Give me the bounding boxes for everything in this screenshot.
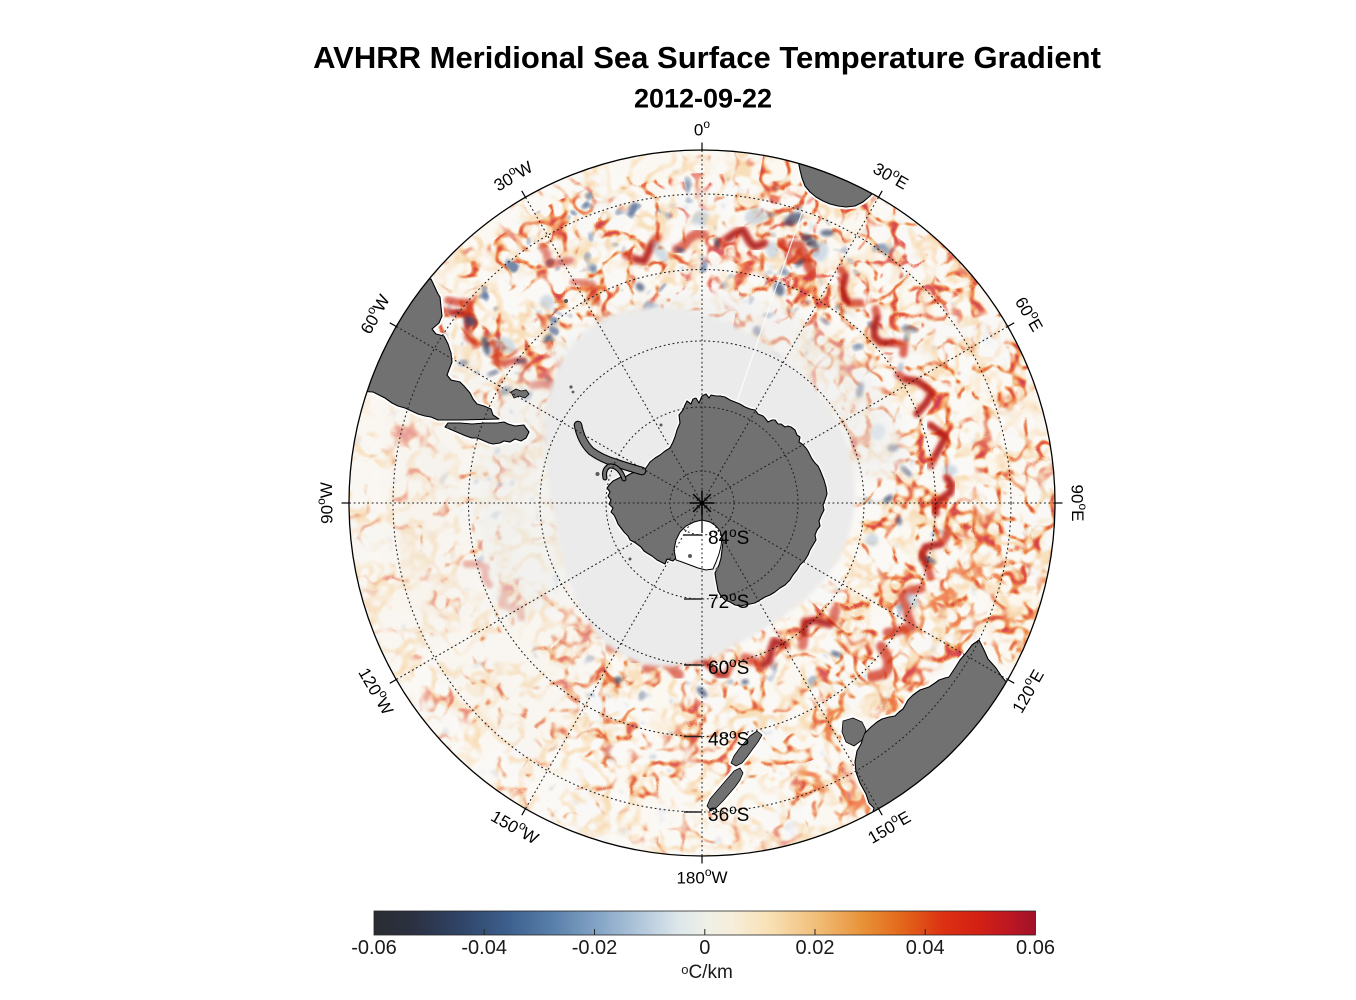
svg-text:72oS: 72oS [708, 589, 749, 613]
svg-text:oC/km: oC/km [681, 962, 733, 983]
svg-text:AVHRR Meridional Sea Surface T: AVHRR Meridional Sea Surface Temperature… [313, 40, 1101, 75]
svg-text:-0.06: -0.06 [351, 937, 397, 959]
svg-text:90oW: 90oW [314, 482, 336, 524]
svg-text:-0.04: -0.04 [461, 937, 507, 959]
svg-text:0.06: 0.06 [1016, 937, 1055, 959]
svg-text:48oS: 48oS [708, 727, 749, 751]
svg-text:0.02: 0.02 [796, 937, 835, 959]
svg-text:0.04: 0.04 [906, 937, 945, 959]
svg-text:90oE: 90oE [1068, 485, 1090, 522]
svg-text:180oW: 180oW [676, 865, 727, 887]
svg-text:-0.02: -0.02 [572, 937, 618, 959]
svg-text:0: 0 [699, 937, 710, 959]
svg-text:36oS: 36oS [708, 802, 749, 826]
svg-text:2012-09-22: 2012-09-22 [634, 84, 772, 114]
svg-text:84oS: 84oS [708, 525, 749, 549]
svg-text:60oS: 60oS [708, 655, 749, 679]
